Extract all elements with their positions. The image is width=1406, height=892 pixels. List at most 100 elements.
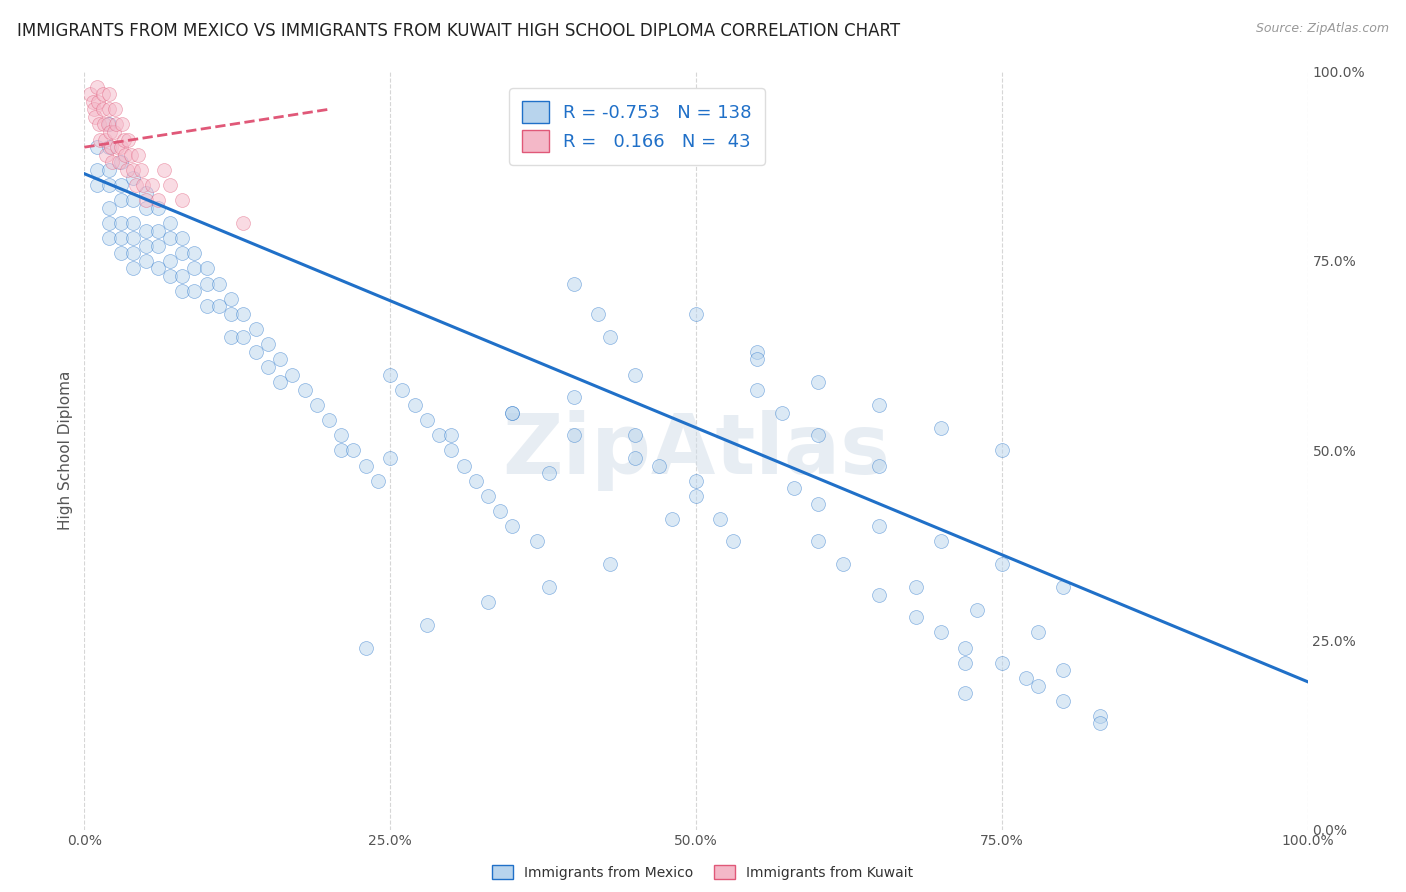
Point (135, 223, 157, 237)
Point (87, 117, 110, 131)
Point (219, 307, 242, 321)
Point (661, 512, 683, 526)
Point (953, 656, 976, 670)
Point (1052, 664, 1074, 678)
Point (122, 231, 145, 245)
Point (115, 163, 138, 178)
Point (905, 580, 928, 594)
Text: IMMIGRANTS FROM MEXICO VS IMMIGRANTS FROM KUWAIT HIGH SCHOOL DIPLOMA CORRELATION: IMMIGRANTS FROM MEXICO VS IMMIGRANTS FRO… (17, 22, 900, 40)
Point (97, 163, 120, 178)
Point (172, 269, 194, 284)
Point (159, 253, 181, 268)
Point (125, 178, 148, 193)
Point (111, 117, 134, 131)
Point (562, 428, 585, 442)
Point (159, 231, 181, 245)
Point (380, 368, 402, 382)
Point (101, 155, 124, 169)
Point (538, 580, 561, 594)
Point (110, 216, 132, 230)
Point (135, 201, 157, 215)
Point (97, 87, 120, 102)
Point (991, 656, 1014, 670)
Point (502, 405, 524, 420)
Point (146, 201, 169, 215)
Point (146, 223, 169, 237)
Point (79, 87, 101, 102)
Point (869, 588, 891, 602)
Point (905, 610, 928, 624)
Point (208, 300, 231, 314)
Point (281, 368, 304, 382)
Text: Source: ZipAtlas.com: Source: ZipAtlas.com (1256, 22, 1389, 36)
Point (391, 383, 413, 397)
Point (83, 103, 105, 117)
Point (110, 178, 132, 193)
Point (117, 132, 139, 146)
Point (305, 398, 328, 412)
Point (685, 307, 707, 321)
Point (416, 413, 439, 427)
Point (122, 194, 145, 208)
Point (129, 163, 152, 178)
Point (477, 595, 499, 609)
Legend: Immigrants from Mexico, Immigrants from Kuwait: Immigrants from Mexico, Immigrants from … (486, 859, 920, 885)
Point (599, 330, 621, 344)
Point (709, 512, 731, 526)
Point (648, 458, 671, 473)
Point (104, 103, 127, 117)
Point (110, 194, 132, 208)
Point (120, 148, 142, 162)
Point (172, 231, 194, 245)
Point (103, 125, 125, 139)
Point (477, 489, 499, 503)
Point (195, 261, 218, 276)
Point (354, 640, 377, 655)
Point (807, 534, 830, 549)
Point (98, 125, 121, 139)
Point (427, 428, 450, 442)
Point (330, 428, 353, 442)
Point (367, 474, 389, 488)
Point (110, 140, 132, 154)
Point (183, 261, 205, 276)
Point (86, 163, 108, 178)
Point (97, 117, 120, 131)
Point (105, 140, 128, 154)
Point (1028, 625, 1050, 640)
Point (153, 163, 176, 178)
Point (245, 322, 267, 336)
Point (831, 557, 853, 572)
Point (110, 231, 132, 245)
Point (953, 686, 976, 700)
Point (624, 368, 647, 382)
Point (257, 359, 280, 375)
Point (869, 519, 891, 533)
Point (232, 307, 254, 321)
Point (141, 178, 163, 193)
Point (232, 216, 254, 230)
Point (135, 253, 157, 268)
Point (183, 246, 205, 260)
Point (135, 194, 157, 208)
Point (87, 95, 110, 109)
Point (966, 603, 988, 617)
Point (747, 344, 769, 359)
Point (86, 140, 108, 154)
Point (440, 428, 463, 442)
Point (538, 467, 561, 481)
Point (929, 534, 952, 549)
Point (929, 625, 952, 640)
Point (146, 261, 169, 276)
Point (127, 148, 149, 162)
Point (770, 405, 793, 420)
Point (195, 300, 218, 314)
Point (929, 421, 952, 435)
Point (991, 557, 1014, 572)
Point (89, 132, 111, 146)
Point (122, 246, 145, 260)
Legend: R = -0.753   N = 138, R =   0.166   N =  43: R = -0.753 N = 138, R = 0.166 N = 43 (509, 88, 765, 164)
Point (183, 285, 205, 299)
Point (502, 405, 524, 420)
Point (685, 474, 707, 488)
